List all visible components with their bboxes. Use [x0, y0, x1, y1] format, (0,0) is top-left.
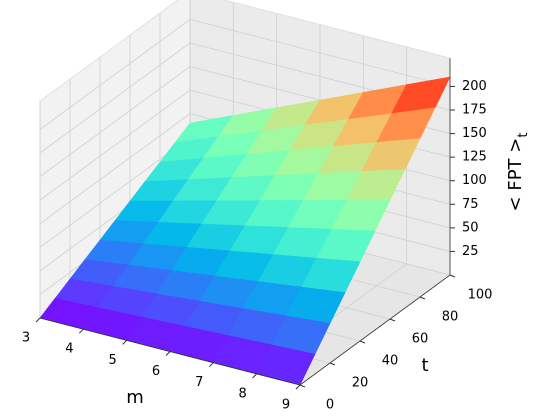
x-tick [122, 339, 128, 345]
y-tick [329, 362, 336, 366]
z-axis-label: < FPT >t [505, 133, 531, 212]
x-tick [165, 351, 171, 356]
y-tick [419, 296, 426, 300]
x-tick-label: 4 [65, 342, 73, 357]
y-axis-label: t [421, 355, 428, 376]
grid-line [39, 42, 191, 154]
x-tick-label: 6 [152, 364, 160, 379]
y-tick [449, 274, 456, 278]
z-tick-label: 50 [462, 220, 479, 235]
x-tick [78, 328, 84, 334]
y-tick-label: 0 [326, 398, 334, 413]
x-tick-label: 5 [109, 353, 117, 368]
x-tick-label: 9 [282, 398, 290, 413]
grid-line [39, 89, 191, 201]
x-tick [252, 373, 258, 379]
y-tick [359, 340, 366, 344]
axis-line [299, 274, 451, 386]
x-tick-label: 3 [22, 331, 30, 346]
axes: 3 4 5 6 7 8 9 0 20 40 60 80 100 25 50 75 100 125 150 175 200 [22, 58, 493, 413]
y-tick [299, 384, 306, 388]
grid-line [39, 113, 191, 225]
y-tick-label: 100 [468, 288, 493, 303]
y-tick [389, 318, 396, 322]
y-tick-label: 40 [382, 354, 399, 369]
z-tick-label: 175 [462, 102, 487, 117]
y-tick-label: 60 [412, 332, 429, 347]
z-tick-label: 25 [462, 244, 479, 259]
z-axis-label-main: < FPT > [505, 138, 526, 212]
y-tick-label: 20 [352, 376, 369, 391]
x-tick [208, 362, 214, 368]
grid-line [39, 66, 191, 177]
z-tick-label: 100 [462, 173, 487, 188]
z-tick-label: 125 [462, 150, 487, 165]
grid-line [39, 19, 191, 130]
z-tick-label: 150 [462, 126, 487, 141]
x-tick [35, 317, 41, 323]
grid-line [189, 19, 451, 87]
surface [39, 76, 451, 386]
x-axis-label: m [126, 387, 144, 408]
y-tick-label: 80 [442, 310, 459, 325]
x-tick-label: 7 [195, 375, 203, 390]
x-tick-label: 8 [239, 386, 247, 401]
z-tick-label: 200 [462, 79, 487, 94]
z-axis-label-sub: t [516, 133, 531, 138]
z-tick-label: 75 [462, 197, 479, 212]
x-tick [295, 384, 301, 390]
